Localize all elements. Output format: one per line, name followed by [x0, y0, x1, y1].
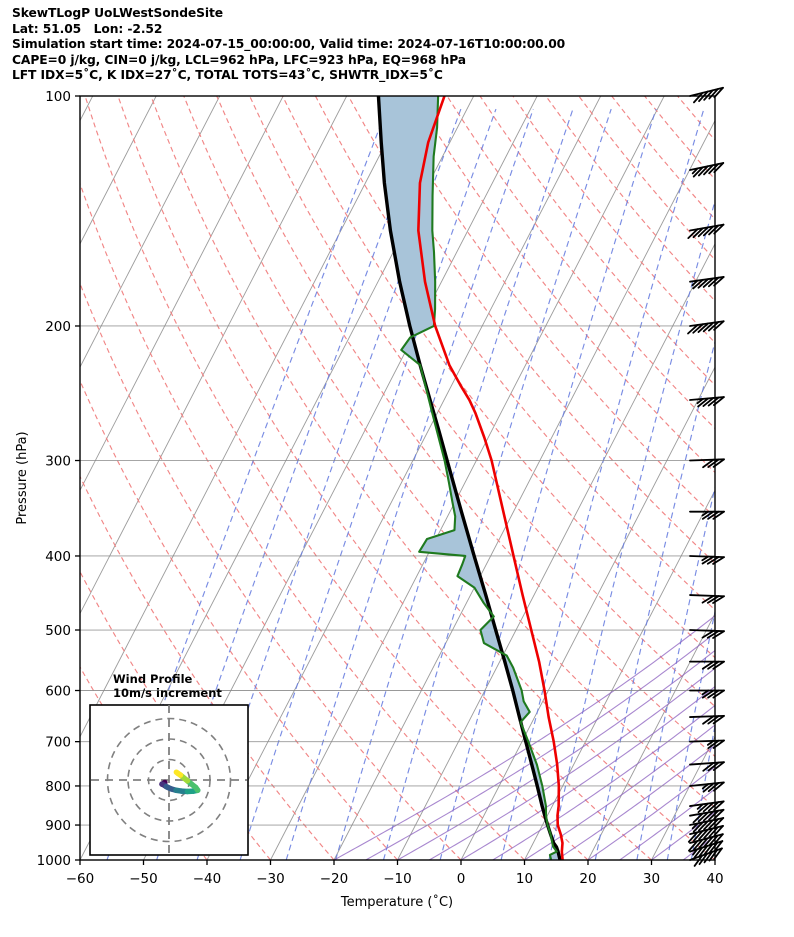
wind-barb: [689, 162, 725, 178]
wind-barb: [689, 739, 725, 750]
hodograph-segment: [173, 769, 181, 777]
profile-group: [376, 96, 564, 860]
pressure-tick-label: 900: [45, 818, 71, 834]
wind-barb: [689, 660, 725, 670]
wind-profile-inset: Wind Profile 10m/s increment: [89, 672, 249, 856]
x-axis-label: Temperature (˚C): [340, 894, 453, 910]
wind-barb: [687, 320, 725, 335]
header-indices-1: CAPE=0 j/kg, CIN=0 j/kg, LCL=962 hPa, LF…: [12, 52, 466, 67]
wind-barb: [689, 817, 725, 833]
temperature-tick-label: 40: [706, 871, 723, 887]
cape-shading-region: [378, 96, 561, 860]
temperature-tick-label: −30: [256, 871, 285, 887]
temperature-tick-label: 30: [643, 871, 660, 887]
temperature-tick-label: 0: [457, 871, 466, 887]
wind-barb: [689, 800, 725, 814]
pressure-tick-label: 300: [45, 454, 71, 470]
wind-barb: [688, 833, 724, 852]
pressure-axis-ticks: 100 200 300 400 500 600 700 800 900 1000: [37, 89, 80, 869]
temperature-tick-label: 10: [516, 871, 533, 887]
temperature-tick-label: −40: [193, 871, 222, 887]
header-latlon: Lat: 51.05 Lon: -2.52: [12, 21, 163, 36]
wind-barb-column: [687, 86, 725, 867]
pressure-tick-label: 500: [45, 623, 71, 639]
temperature-tick-label: −20: [320, 871, 349, 887]
pressure-tick-label: 400: [45, 549, 71, 565]
wind-barb: [689, 840, 724, 859]
wind-barb: [689, 761, 725, 772]
wind-barb: [689, 714, 725, 725]
wind-barb: [689, 510, 725, 520]
wind-barb: [689, 86, 724, 104]
wind-barb: [689, 781, 725, 793]
temperature-profile-line: [417, 96, 564, 860]
header-times: Simulation start time: 2024-07-15_00:00:…: [12, 37, 566, 52]
wind-barb: [687, 223, 725, 239]
header-indices-2: LFT IDX=5˚C, K IDX=27˚C, TOTAL TOTS=43˚C…: [12, 68, 443, 83]
wind-barb: [689, 594, 725, 604]
wind-barb: [689, 555, 725, 565]
header-title: SkewTLogP UoLWestSondeSite: [12, 6, 224, 20]
hodograph-plot: [91, 705, 247, 855]
pressure-tick-label: 100: [45, 89, 71, 105]
background-grid: [80, 96, 715, 860]
wind-barb: [689, 276, 725, 290]
pressure-tick-label: 800: [45, 779, 71, 795]
temperature-tick-label: −10: [383, 871, 412, 887]
pressure-tick-label: 600: [45, 684, 71, 700]
temperature-tick-label: 20: [579, 871, 596, 887]
wind-barb: [689, 458, 725, 469]
y-axis-label: Pressure (hPa): [15, 431, 30, 524]
wind-barb: [689, 808, 725, 824]
inset-title-line1: Wind Profile: [113, 672, 193, 686]
wind-barb: [689, 689, 725, 699]
pressure-tick-label: 200: [45, 319, 71, 335]
temperature-tick-label: −60: [66, 871, 95, 887]
inset-title-line2: 10m/s increment: [113, 686, 222, 700]
wind-barb: [689, 847, 723, 867]
header-block: SkewTLogP UoLWestSondeSite Lat: 51.05 Lo…: [12, 6, 782, 84]
temperature-axis-ticks: −60 −50 −40 −30 −20 −10 0 10 20 30 40: [66, 860, 724, 887]
wind-barb: [687, 825, 724, 843]
pressure-tick-label: 700: [45, 735, 71, 751]
temperature-tick-label: −50: [129, 871, 158, 887]
pressure-tick-label: 1000: [37, 853, 71, 869]
